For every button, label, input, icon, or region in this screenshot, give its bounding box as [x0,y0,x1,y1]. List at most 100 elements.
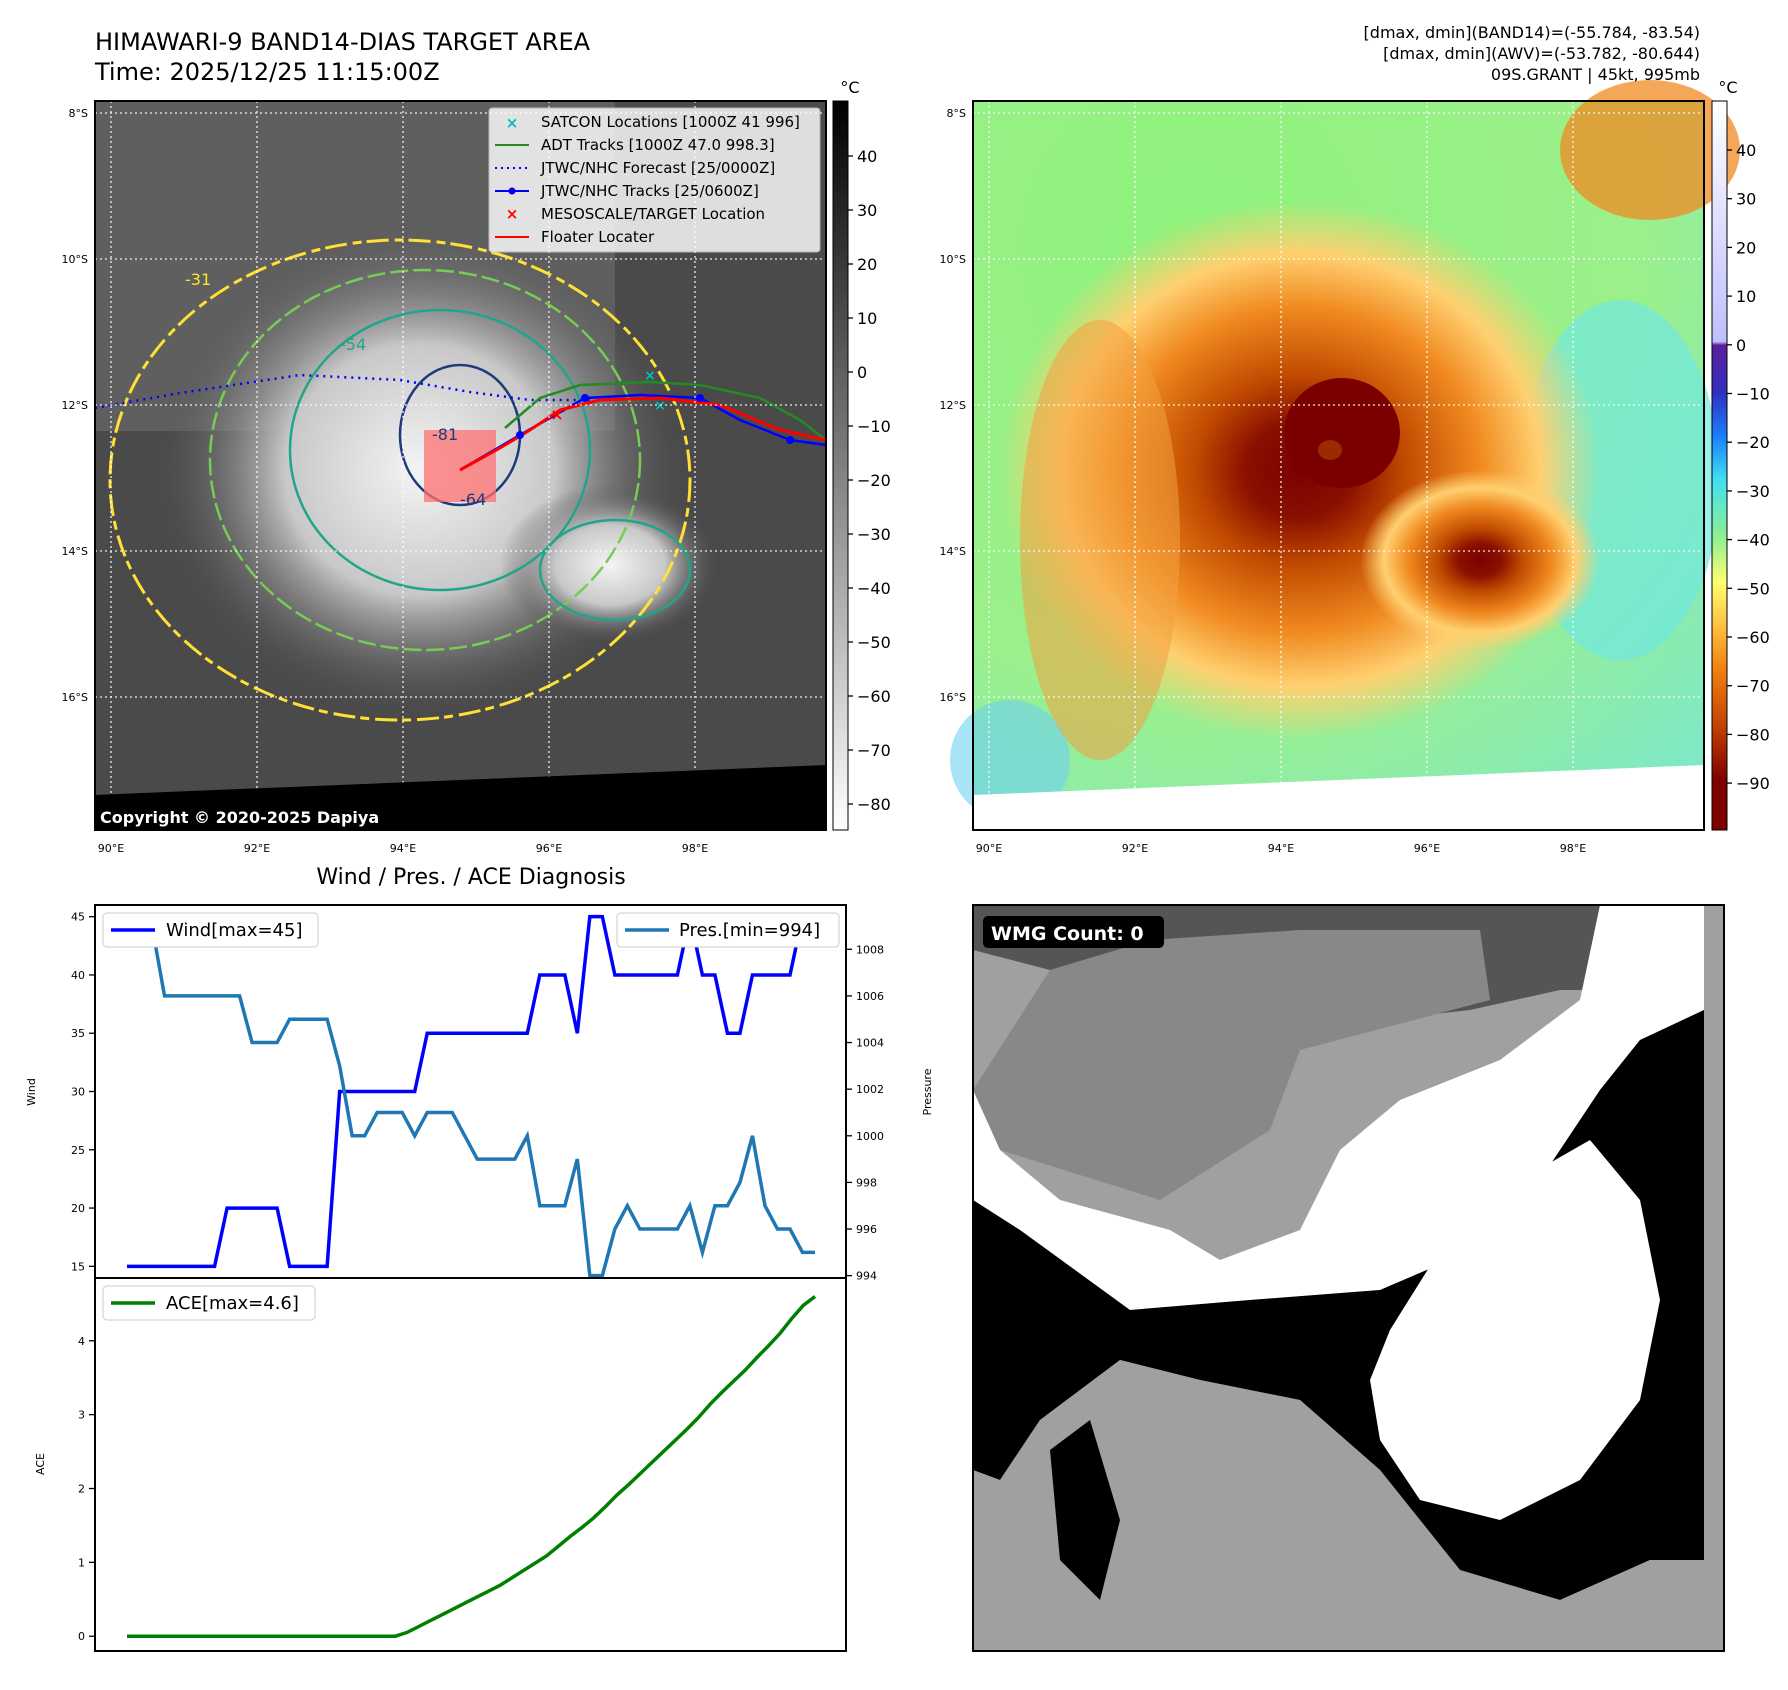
ir-lon-label: 96°E [536,842,562,855]
wind-legend-label: Wind[max=45] [166,920,303,941]
pressure-axis-label: Pressure [921,1068,934,1115]
colorbar-tick-label: 0 [857,363,867,382]
awv-no-data-region [973,765,1704,830]
ir-lat-label: 16°S [62,691,88,704]
ir-map-frame [94,100,827,831]
awv-eye [1318,440,1342,460]
colorbar-tick-label: −70 [1736,677,1770,696]
legend-jtwc-dot [508,187,516,195]
y-tick-label: 1008 [856,943,884,956]
jtwc-track-point [516,431,524,439]
awv-lat-label: 16°S [940,691,966,704]
y-tick-label: 4 [78,1335,85,1348]
contour-label-81: -81 [432,425,458,444]
awv-cold-core [1284,378,1400,488]
colorbar-tick-label: 30 [1736,190,1756,209]
ir-lat-label: 8°S [69,107,88,120]
pressure-legend-label: Pres.[min=994] [679,920,820,941]
awv-lon-label: 92°E [1122,842,1148,855]
ir-contour-teal-east [538,518,692,622]
ir-lat-label: 14°S [62,545,88,558]
legend-satcon-symbol: × [506,114,519,132]
colorbar-tick-label: −50 [1736,579,1770,598]
contour-label-31: -31 [185,270,211,289]
jtwc-track-point [786,436,794,444]
awv-lon-label: 98°E [1560,842,1586,855]
y-tick-label: 0 [78,1630,85,1643]
y-tick-label: 994 [856,1270,877,1283]
info-storm: 09S.GRANT | 45kt, 995mb [1491,65,1700,84]
wmg-count-badge [983,916,1164,948]
awv-gridlines [973,101,1704,830]
wind-legend: Wind[max=45] [102,912,319,948]
colorbar-tick-label: −40 [1736,531,1770,550]
pressure-series-line [127,924,815,1278]
wmg-black-patch [1050,1420,1120,1600]
awv-lon-label: 96°E [1414,842,1440,855]
wmg-count-label: WMG Count: 0 [991,923,1144,945]
awv-band-west [1020,320,1180,760]
colorbar-tick-label: 10 [857,309,877,328]
y-tick-label: 1004 [856,1037,884,1050]
colorbar-tick-label: 30 [857,201,877,220]
y-tick-label: 2 [78,1483,85,1496]
ace-axis-label: ACE [34,1453,47,1475]
jtwc-track-point [696,394,704,402]
wmg-panel: WMG Count: 0 [972,904,1725,1652]
legend-forecast-label: JTWC/NHC Forecast [25/0000Z] [540,159,775,177]
y-tick-label: 3 [78,1409,85,1422]
wmg-gray-south [973,1360,1704,1651]
jtwc-track-point [581,394,589,402]
colorbar-tick-label: −60 [1736,628,1770,647]
ir-lon-label: 94°E [390,842,416,855]
ace-y-ticks: 0 1 2 3 4 [78,1335,95,1643]
colorbar-tick-label: 0 [1736,336,1746,355]
diagnosis-title: Wind / Pres. / ACE Diagnosis [316,865,625,890]
mesoscale-target-box [424,430,496,502]
ir-lat-label: 10°S [62,253,88,266]
ir-contour-yellow [108,238,692,722]
colorbar-tick-label: −50 [857,633,891,652]
ace-series-line [127,1295,817,1638]
y-tick-label: 15 [71,1260,85,1273]
colorbar-tick-label: 20 [1736,238,1756,257]
satcon-location-marker: × [654,398,666,414]
ir-lon-label: 98°E [682,842,708,855]
ir-colorbar-ticks: 40 30 20 10 0 −10 −20 −30 −40 −50 −60 −70 −80 [848,147,891,814]
ace-legend-label: ACE[max=4.6] [166,1293,299,1314]
colorbar-tick-label: −40 [857,579,891,598]
legend-satcon-label: SATCON Locations [1000Z 41 996] [541,113,800,131]
colorbar-tick-label: −10 [1736,385,1770,404]
legend-target-symbol: × [506,205,519,223]
colorbar-tick-label: 20 [857,255,877,274]
legend-target-label: MESOSCALE/TARGET Location [541,205,765,223]
awv-colorbar-unit: °C [1718,78,1737,97]
wind-axis-label: Wind [25,1078,38,1106]
ir-lon-label: 92°E [244,842,270,855]
awv-colorbar-ticks: 40 30 20 10 0 −10 −20 −30 −40 −50 −60 −70 −80 −90 [1727,141,1770,793]
ir-contour-green [208,268,642,652]
awv-lat-label: 10°S [940,253,966,266]
ir-map-panel: -31 -54 -64 -81 × × × Copyright © 202 [62,78,891,855]
colorbar-tick-label: −20 [1736,433,1770,452]
ir-legend: × SATCON Locations [1000Z 41 996] ADT Tr… [488,107,821,253]
wind-pressure-chart: 15 20 25 30 35 40 45 994 996 998 1000 1002 1004 1006… [25,904,934,1283]
ace-chart: 0 1 2 3 4 ACE ACE[max=4.6] [34,1277,847,1652]
pressure-y-ticks: 994 996 998 1000 1002 1004 1006 1008 [846,943,884,1283]
ace-legend: ACE[max=4.6] [102,1285,316,1321]
awv-colorbar [1711,100,1728,831]
colorbar-tick-label: −30 [1736,482,1770,501]
pressure-legend: Pres.[min=994] [616,912,840,948]
y-tick-label: 1006 [856,990,884,1003]
colorbar-tick-label: −80 [1736,725,1770,744]
wmg-white-band [973,905,1704,1310]
target-location-marker: × [550,405,563,424]
awv-orange-northeast [1560,80,1740,220]
y-tick-label: 1 [78,1556,85,1569]
ir-contour-teal [288,308,592,592]
ir-cloud-mass-east [500,485,720,645]
satcon-location-marker: × [644,368,656,384]
ir-colorbar [832,100,849,831]
colorbar-tick-label: 10 [1736,287,1756,306]
floater-track [459,396,827,472]
